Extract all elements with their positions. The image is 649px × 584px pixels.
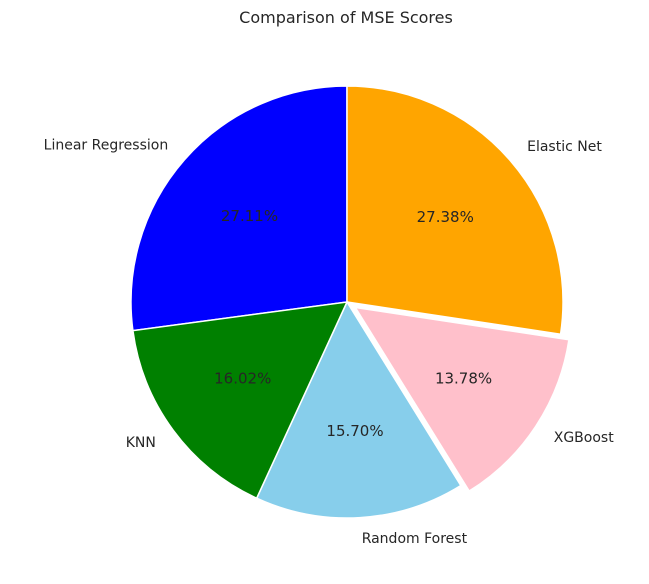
slice-label-xgboost: XGBoost [554, 430, 614, 446]
slice-value-xgboost: 13.78% [435, 369, 492, 387]
slice-label-linear-regression: Linear Regression [44, 138, 169, 154]
pie-slice-random-forest [255, 300, 462, 519]
slice-label-knn: KNN [126, 435, 156, 451]
pie-slice-knn [132, 301, 349, 500]
slice-value-linear-regression: 27.11% [221, 207, 278, 225]
slice-value-knn: 16.02% [214, 369, 271, 387]
slice-label-random-forest: Random Forest [362, 531, 468, 547]
slice-value-elastic-net: 27.38% [417, 208, 474, 226]
pie-slices [130, 85, 570, 519]
chart-title: Comparison of MSE Scores [239, 8, 453, 27]
pie-slice-linear-regression [130, 85, 348, 332]
pie-labels: Linear Regression 27.11% Elastic Net 27.38%… [44, 138, 615, 548]
pie-slice-elastic-net [346, 85, 564, 336]
slice-value-random-forest: 15.70% [326, 422, 383, 440]
pie-slice-xgboost [353, 306, 570, 493]
slice-label-elastic-net: Elastic Net [527, 139, 602, 155]
